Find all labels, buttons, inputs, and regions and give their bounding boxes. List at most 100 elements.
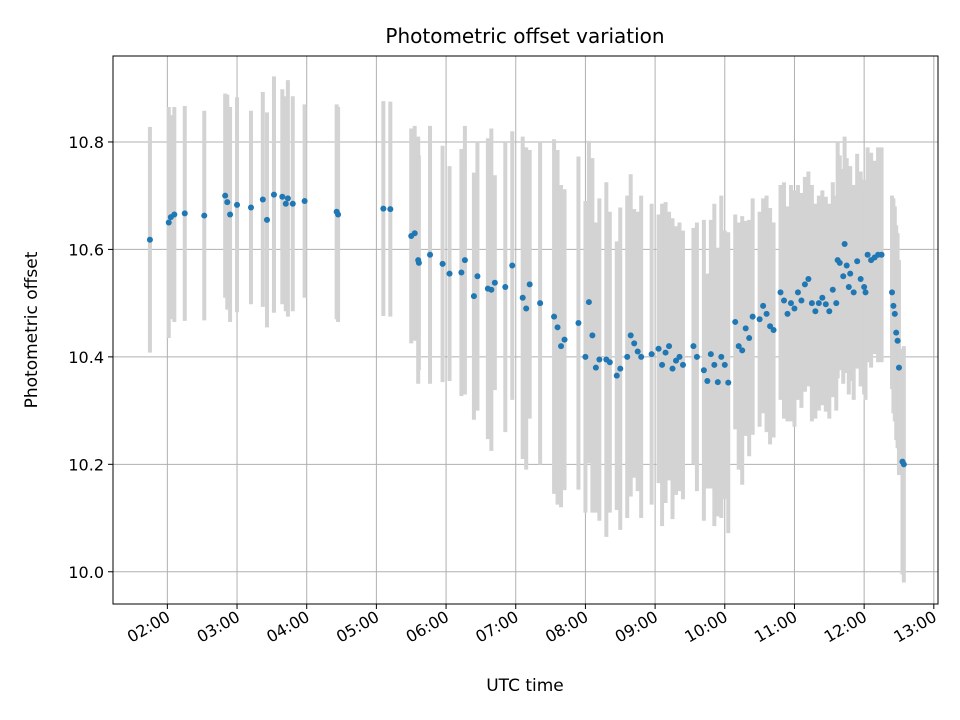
data-point <box>861 284 868 291</box>
data-point <box>815 300 822 307</box>
data-point <box>794 289 801 296</box>
data-point <box>833 300 840 307</box>
data-point <box>659 361 666 368</box>
data-point <box>721 361 728 368</box>
data-point <box>655 345 662 352</box>
data-point <box>415 259 422 266</box>
data-point <box>732 318 739 325</box>
data-point <box>725 379 732 386</box>
x-axis-label: UTC time <box>486 676 564 696</box>
data-point <box>411 230 418 237</box>
data-point <box>700 367 707 374</box>
data-point <box>673 357 680 364</box>
data-point <box>711 361 718 368</box>
data-point <box>739 347 746 354</box>
data-point <box>787 300 794 307</box>
data-point <box>259 196 266 203</box>
data-point <box>519 294 526 301</box>
data-point <box>558 343 565 350</box>
data-point <box>561 336 568 343</box>
data-point <box>760 302 767 309</box>
data-point <box>742 325 749 332</box>
data-point <box>551 313 558 320</box>
y-tick-label: 10.4 <box>68 348 104 367</box>
data-point <box>845 284 852 291</box>
data-point <box>864 251 871 258</box>
data-point <box>458 269 465 276</box>
y-tick-label: 10.0 <box>68 563 104 582</box>
data-point <box>781 297 788 304</box>
data-point <box>798 297 805 304</box>
y-tick-label: 10.8 <box>68 133 104 152</box>
data-point <box>857 275 864 282</box>
data-point <box>749 313 756 320</box>
data-point <box>669 365 676 372</box>
data-point <box>624 353 631 360</box>
data-point <box>756 316 763 323</box>
data-point <box>284 195 291 202</box>
data-point <box>247 204 254 211</box>
data-point <box>585 299 592 306</box>
data-point <box>627 332 634 339</box>
data-point <box>847 270 854 277</box>
data-point <box>704 378 711 385</box>
data-point <box>890 302 897 309</box>
data-point <box>606 359 613 366</box>
data-point <box>666 343 673 350</box>
data-point <box>491 279 498 286</box>
data-point <box>808 300 815 307</box>
data-point <box>446 270 453 277</box>
data-point <box>763 310 770 317</box>
data-point <box>488 286 495 293</box>
data-point <box>634 348 641 355</box>
data-point <box>474 273 481 280</box>
data-point <box>841 241 848 248</box>
chart-title: Photometric offset variation <box>385 24 664 48</box>
data-point <box>526 281 533 288</box>
data-point <box>878 251 885 258</box>
data-point <box>509 262 516 269</box>
data-point <box>301 198 308 205</box>
data-point <box>707 351 714 358</box>
data-point <box>427 251 434 258</box>
data-point <box>829 286 836 293</box>
data-point <box>279 193 286 200</box>
data-point <box>554 324 561 331</box>
y-axis-ticks: 10.0 10.2 10.4 10.6 10.8 <box>68 133 113 582</box>
data-point <box>589 332 596 339</box>
data-point <box>282 200 289 207</box>
data-point <box>335 211 342 218</box>
y-axis-label: Photometric offset <box>22 251 42 408</box>
data-point <box>439 260 446 267</box>
data-point <box>592 364 599 371</box>
data-points <box>146 191 907 468</box>
data-point <box>263 216 270 223</box>
data-point <box>893 329 900 336</box>
data-point <box>270 191 277 198</box>
data-point <box>648 351 655 358</box>
data-point <box>777 289 784 296</box>
data-point <box>805 275 812 282</box>
data-point <box>690 343 697 350</box>
data-point <box>819 294 826 301</box>
data-point <box>714 379 721 386</box>
data-point <box>165 219 172 226</box>
data-point <box>812 308 819 315</box>
data-point <box>850 289 857 296</box>
data-point <box>224 199 231 206</box>
data-point <box>227 211 234 218</box>
y-tick-label: 10.6 <box>68 240 104 259</box>
y-tick-label: 10.2 <box>68 455 104 474</box>
data-point <box>889 289 896 296</box>
data-point <box>843 262 850 269</box>
data-point <box>891 310 898 317</box>
data-point <box>523 305 530 312</box>
data-point <box>718 353 725 360</box>
data-point <box>461 257 468 264</box>
data-point <box>613 372 620 379</box>
data-point <box>770 327 777 333</box>
data-point <box>894 337 901 344</box>
data-point <box>234 201 241 208</box>
data-point <box>631 340 638 347</box>
data-point <box>146 236 153 243</box>
